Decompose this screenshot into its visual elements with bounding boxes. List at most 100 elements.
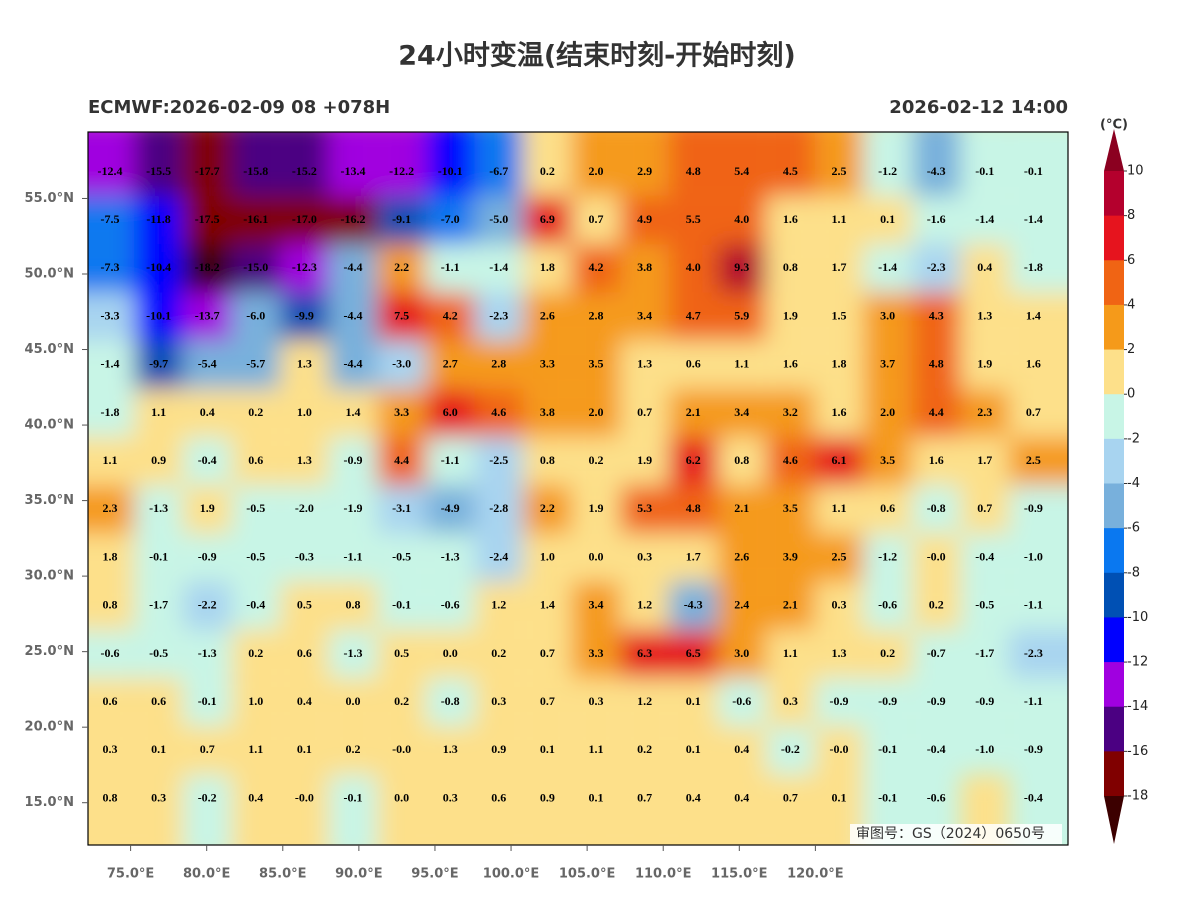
grid-value: 6.5 [686, 646, 701, 660]
grid-value: -0.5 [246, 549, 265, 563]
shade-cell [231, 388, 281, 438]
shade-cell [88, 774, 135, 845]
shade-cell [425, 629, 475, 679]
shade-cell [668, 533, 718, 582]
shade-cell [620, 244, 669, 293]
shade-cell [134, 774, 183, 845]
shade-cell [1009, 132, 1068, 197]
grid-value: 0.4 [297, 694, 312, 708]
shade-cell [182, 244, 232, 293]
shade-cell [571, 292, 621, 341]
grid-value: 1.9 [977, 357, 992, 371]
shade-cell [620, 132, 669, 197]
shade-cell [960, 132, 1010, 197]
grid-value: -1.1 [441, 453, 460, 467]
shade-cell [231, 533, 281, 582]
shade-cell [571, 629, 621, 679]
shade-cell [88, 629, 135, 679]
shade-cell [474, 485, 524, 534]
grid-value: -0.4 [246, 598, 265, 612]
grid-value: 1.1 [103, 453, 118, 467]
grid-value: 3.5 [880, 453, 895, 467]
colorbar-segment [1104, 706, 1124, 752]
shade-cell [911, 774, 961, 845]
shade-cell [766, 678, 815, 727]
shade-cell [571, 388, 621, 438]
shade-cell [523, 485, 572, 534]
grid-value: -0.9 [878, 694, 897, 708]
grid-value: 1.9 [637, 453, 652, 467]
colorbar-segment [1104, 528, 1124, 574]
subtitle-left: ECMWF:2026-02-09 08 +078H [88, 97, 390, 118]
shade-cell [523, 132, 572, 197]
shade-cell [280, 292, 329, 341]
grid-value: 1.3 [977, 308, 992, 322]
shade-cell [328, 196, 378, 245]
shade-cell [280, 485, 329, 534]
grid-value: -0.6 [101, 646, 120, 660]
shade-cell [717, 196, 767, 245]
grid-value: 3.4 [734, 405, 749, 419]
grid-value: -5.4 [198, 357, 217, 371]
shade-cell [182, 533, 232, 582]
grid-value: -7.0 [441, 212, 460, 226]
grid-value: -15.8 [243, 164, 268, 178]
grid-value: 0.4 [200, 405, 215, 419]
grid-value: 1.4 [1026, 308, 1041, 322]
shade-cell [280, 678, 329, 727]
grid-value: 0.7 [200, 742, 215, 756]
grid-value: -0.9 [1024, 501, 1043, 515]
shade-cell [134, 581, 183, 630]
grid-value: -1.3 [149, 501, 168, 515]
shade-cell [425, 292, 475, 341]
grid-value: -1.1 [1024, 694, 1043, 708]
grid-value: 0.0 [346, 694, 361, 708]
grid-value: 4.0 [686, 260, 701, 274]
shade-cell [523, 437, 572, 486]
shade-cell [88, 533, 135, 582]
grid-value: 3.0 [880, 308, 895, 322]
grid-value: -1.1 [344, 549, 363, 563]
grid-value: 0.5 [297, 598, 312, 612]
x-tick-label: 85.0°E [259, 867, 306, 882]
shade-cell [717, 774, 767, 845]
shade-cell [766, 774, 815, 845]
grid-value: 0.8 [346, 598, 361, 612]
shade-cell [911, 533, 961, 582]
grid-value: 3.4 [637, 308, 652, 322]
shade-cell [1009, 292, 1068, 341]
colorbar-label: -6 [1127, 521, 1140, 536]
x-tick-label: 80.0°E [183, 867, 230, 882]
grid-value: 4.2 [589, 260, 604, 274]
grid-value: 0.2 [491, 646, 506, 660]
grid-value: -0.2 [781, 742, 800, 756]
shade-cell [668, 581, 718, 630]
shade-cell [377, 485, 426, 534]
map-frame [87, 131, 1069, 846]
shade-cell [280, 533, 329, 582]
grid-value: 4.4 [929, 405, 944, 419]
shade-cell [134, 437, 183, 486]
grid-value: 0.6 [151, 694, 166, 708]
grid-value: 0.1 [880, 212, 895, 226]
grid-value: -1.3 [198, 646, 217, 660]
shade-cell [668, 340, 718, 389]
grid-value: -0.6 [927, 790, 946, 804]
y-tick-label: 50.0°N [25, 266, 74, 281]
grid-value: 2.5 [832, 164, 847, 178]
shade-cell [182, 132, 232, 197]
shade-cell [911, 292, 961, 341]
shade-cell [280, 774, 329, 845]
shade-cell [280, 244, 329, 293]
grid-value: 1.9 [783, 308, 798, 322]
shade-cell [668, 774, 718, 845]
grid-value: -0.0 [392, 742, 411, 756]
shade-cell [88, 196, 135, 245]
grid-value: 1.7 [686, 549, 701, 563]
grid-value: 3.0 [734, 646, 749, 660]
colorbar-segment [1104, 751, 1124, 797]
shade-cell [231, 774, 281, 845]
grid-value: -1.4 [975, 212, 994, 226]
grid-value: -0.9 [830, 694, 849, 708]
shade-cell [182, 340, 232, 389]
